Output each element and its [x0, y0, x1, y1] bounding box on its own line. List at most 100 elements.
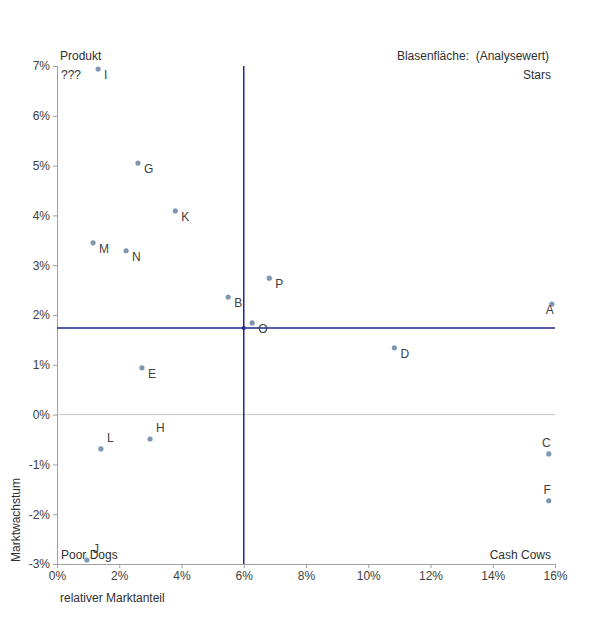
- axis-line: [58, 565, 556, 569]
- point-label: H: [156, 421, 165, 435]
- tick: 4%: [173, 564, 191, 583]
- point-label: B: [234, 296, 242, 310]
- tick-label: 0%: [33, 408, 51, 422]
- tick-mark: [53, 315, 57, 316]
- tick-mark: [57, 564, 58, 568]
- tick: 12%: [419, 564, 443, 583]
- tick: 3%: [33, 259, 57, 273]
- point-label: N: [132, 250, 141, 264]
- point-label: F: [543, 483, 550, 497]
- quadrant-label: Poor Dogs: [61, 548, 118, 562]
- tick-mark: [53, 514, 57, 515]
- tick: -2%: [29, 508, 57, 522]
- point-label: D: [400, 347, 409, 361]
- tick-label: -2%: [29, 508, 51, 522]
- y-axis: -3% -2% -1% 0% 1% 2% 3% 4% 5% 6% 7%: [29, 59, 58, 571]
- tick-mark: [53, 166, 57, 167]
- subtitle: Blasenfläche: (Analysewert): [397, 49, 549, 63]
- tick: 6%: [33, 109, 57, 123]
- tick-mark: [53, 265, 57, 266]
- tick: 1%: [33, 358, 57, 372]
- reference-line-x: [243, 66, 245, 564]
- tick-label: 16%: [543, 569, 567, 583]
- point[interactable]: [250, 320, 255, 325]
- point[interactable]: [147, 436, 152, 441]
- point[interactable]: [173, 208, 178, 213]
- marks: [57, 66, 555, 564]
- tick-mark: [53, 464, 57, 465]
- chart: -3% -2% -1% 0% 1% 2% 3% 4% 5% 6% 7% 0% 2% 4% 6% 8% 10% 12…: [0, 0, 609, 623]
- tick-mark: [53, 66, 57, 67]
- reference-point: [242, 326, 246, 330]
- point[interactable]: [392, 345, 397, 350]
- point[interactable]: [546, 498, 551, 503]
- tick: 16%: [543, 564, 567, 583]
- tick-mark: [119, 564, 120, 568]
- x-axis-title: relativer Marktanteil: [60, 591, 165, 605]
- tick-label: 1%: [33, 358, 51, 372]
- tick: 6%: [236, 564, 254, 583]
- tick-mark: [53, 365, 57, 366]
- y-axis-title: Marktwachstum: [9, 478, 23, 562]
- tick-label: 2%: [33, 308, 51, 322]
- point[interactable]: [135, 161, 140, 166]
- zero-line: [57, 414, 555, 415]
- tick-label: 2%: [111, 569, 129, 583]
- tick-label: -1%: [29, 458, 51, 472]
- tick-mark: [368, 564, 369, 568]
- point-label: I: [104, 68, 107, 82]
- point-label: G: [144, 162, 153, 176]
- point-label: M: [99, 242, 109, 256]
- tick-mark: [306, 564, 307, 568]
- point[interactable]: [267, 276, 272, 281]
- tick-mark: [53, 564, 57, 565]
- tick-label: 7%: [33, 59, 51, 73]
- point[interactable]: [226, 294, 231, 299]
- point-label: L: [107, 431, 114, 445]
- tick: 2%: [33, 308, 57, 322]
- tick: 0%: [49, 564, 67, 583]
- tick-label: 3%: [33, 259, 51, 273]
- tick-mark: [53, 116, 57, 117]
- point-label: A: [546, 303, 554, 317]
- point-label: C: [542, 436, 551, 450]
- tick-mark: [53, 215, 57, 216]
- tick: 10%: [357, 564, 381, 583]
- point[interactable]: [95, 66, 100, 71]
- tick: 8%: [298, 564, 316, 583]
- point-label: E: [148, 367, 156, 381]
- tick-label: 0%: [49, 569, 67, 583]
- tick: 14%: [481, 564, 505, 583]
- tick-mark: [431, 564, 432, 568]
- point[interactable]: [98, 446, 103, 451]
- point-label: O: [258, 322, 267, 336]
- point[interactable]: [123, 248, 128, 253]
- tick-mark: [493, 564, 494, 568]
- axis-line: [53, 67, 58, 565]
- point[interactable]: [91, 240, 96, 245]
- tick: 5%: [33, 159, 57, 173]
- title: Produkt: [60, 49, 102, 63]
- tick-label: 8%: [298, 569, 316, 583]
- tick-label: 12%: [419, 569, 443, 583]
- tick: 0%: [33, 408, 57, 422]
- point-label: K: [181, 210, 189, 224]
- tick-label: 6%: [236, 569, 254, 583]
- point[interactable]: [546, 451, 551, 456]
- quadrant-label: Cash Cows: [490, 548, 551, 562]
- tick-label: 5%: [33, 159, 51, 173]
- tick: 7%: [33, 59, 57, 73]
- quadrant-label: ???: [61, 68, 81, 82]
- tick-label: 10%: [357, 569, 381, 583]
- plot: -3% -2% -1% 0% 1% 2% 3% 4% 5% 6% 7% 0% 2% 4% 6% 8% 10% 12…: [29, 59, 568, 582]
- tick-label: 6%: [33, 109, 51, 123]
- tick-mark: [244, 564, 245, 568]
- tick-mark: [182, 564, 183, 568]
- tick-mark: [53, 415, 57, 416]
- tick-label: 4%: [33, 209, 51, 223]
- reference-line-y: [57, 327, 555, 329]
- tick-label: -3%: [29, 557, 51, 571]
- point-label: P: [275, 277, 283, 291]
- x-axis: 0% 2% 4% 6% 8% 10% 12% 14% 16%: [49, 564, 568, 583]
- point[interactable]: [139, 365, 144, 370]
